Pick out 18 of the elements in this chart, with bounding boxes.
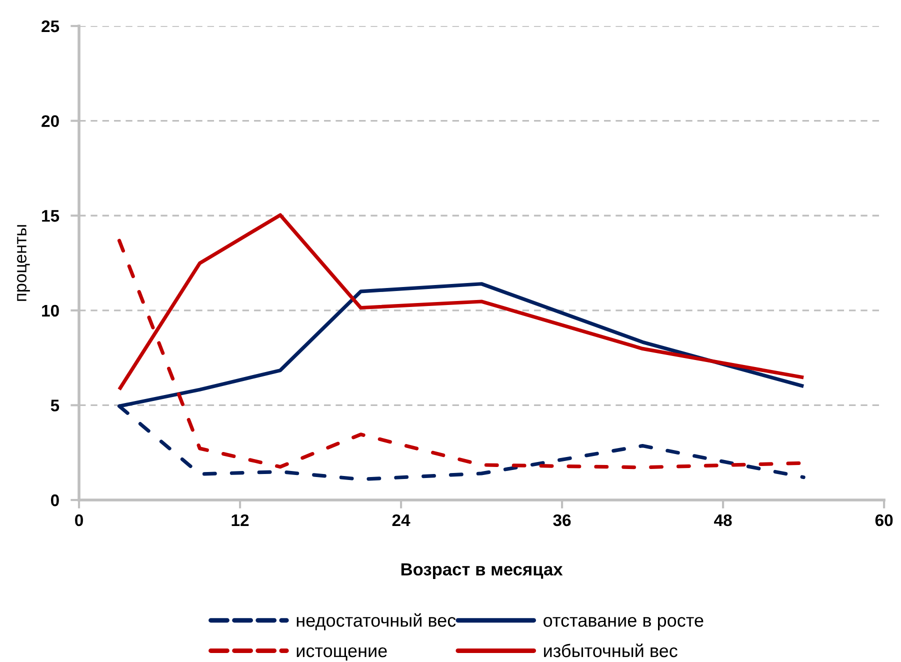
y-tick-label: 10 bbox=[42, 304, 59, 317]
x-axis-title: Возраст в месяцах bbox=[401, 563, 563, 579]
legend-label: избыточный вес bbox=[544, 644, 678, 658]
x-tick-label: 48 bbox=[714, 514, 732, 526]
x-tick-label: 36 bbox=[553, 514, 571, 526]
legend-label: истощение bbox=[296, 647, 387, 661]
y-tick-label: 20 bbox=[42, 115, 59, 128]
y-tick-label: 5 bbox=[50, 400, 60, 412]
x-tick-label: 24 bbox=[392, 514, 410, 526]
y-axis-title: проценты bbox=[16, 225, 30, 301]
x-tick-label: 0 bbox=[75, 514, 83, 526]
x-tick-label: 60 bbox=[875, 514, 893, 526]
x-tick-label: 12 bbox=[232, 514, 249, 526]
legend-label: отставание в росте bbox=[544, 616, 704, 630]
y-tick-label: 0 bbox=[50, 494, 59, 506]
y-tick-label: 15 bbox=[42, 210, 60, 222]
legend-label: недостаточный вес bbox=[296, 613, 456, 630]
y-tick-label: 25 bbox=[42, 20, 60, 32]
